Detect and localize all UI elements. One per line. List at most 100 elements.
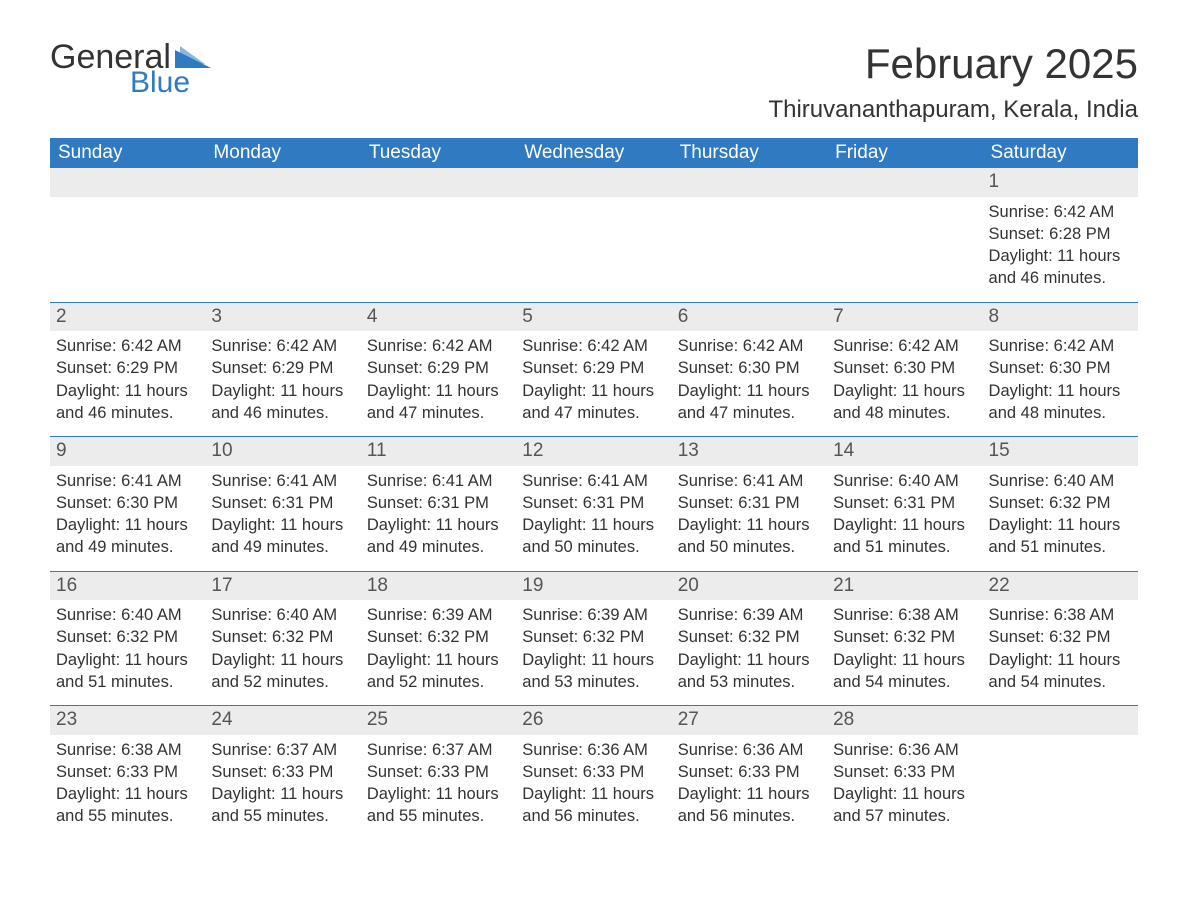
- sunset-text: Sunset: 6:31 PM: [367, 492, 510, 514]
- day-details: Sunrise: 6:40 AMSunset: 6:32 PMDaylight:…: [983, 466, 1138, 565]
- sunrise-text: Sunrise: 6:41 AM: [211, 470, 354, 492]
- calendar-cell: [672, 168, 827, 302]
- day-number: 16: [50, 572, 205, 601]
- day-number: 28: [827, 706, 982, 735]
- calendar-cell: 7Sunrise: 6:42 AMSunset: 6:30 PMDaylight…: [827, 303, 982, 437]
- day-number: [827, 168, 982, 197]
- day-details: Sunrise: 6:38 AMSunset: 6:32 PMDaylight:…: [827, 600, 982, 699]
- sunrise-text: Sunrise: 6:40 AM: [989, 470, 1132, 492]
- title-block: February 2025 Thiruvananthapuram, Kerala…: [768, 40, 1138, 124]
- sunrise-text: Sunrise: 6:42 AM: [522, 335, 665, 357]
- day-details: Sunrise: 6:36 AMSunset: 6:33 PMDaylight:…: [827, 735, 982, 834]
- sunrise-text: Sunrise: 6:42 AM: [989, 335, 1132, 357]
- sunset-text: Sunset: 6:32 PM: [989, 492, 1132, 514]
- day-number: 22: [983, 572, 1138, 601]
- daylight-text: Daylight: 11 hours and 47 minutes.: [367, 380, 510, 425]
- day-details: Sunrise: 6:42 AMSunset: 6:30 PMDaylight:…: [983, 331, 1138, 430]
- daylight-text: Daylight: 11 hours and 52 minutes.: [211, 649, 354, 694]
- sunset-text: Sunset: 6:29 PM: [522, 357, 665, 379]
- day-number: 6: [672, 303, 827, 332]
- daylight-text: Daylight: 11 hours and 51 minutes.: [989, 514, 1132, 559]
- day-details: Sunrise: 6:38 AMSunset: 6:32 PMDaylight:…: [983, 600, 1138, 699]
- calendar-week-row: 1Sunrise: 6:42 AMSunset: 6:28 PMDaylight…: [50, 168, 1138, 302]
- sunrise-text: Sunrise: 6:42 AM: [367, 335, 510, 357]
- sunset-text: Sunset: 6:29 PM: [211, 357, 354, 379]
- day-details: Sunrise: 6:39 AMSunset: 6:32 PMDaylight:…: [516, 600, 671, 699]
- day-number: 10: [205, 437, 360, 466]
- daylight-text: Daylight: 11 hours and 50 minutes.: [522, 514, 665, 559]
- day-number: [361, 168, 516, 197]
- calendar-cell: 28Sunrise: 6:36 AMSunset: 6:33 PMDayligh…: [827, 706, 982, 840]
- sunrise-text: Sunrise: 6:37 AM: [211, 739, 354, 761]
- sunrise-text: Sunrise: 6:36 AM: [522, 739, 665, 761]
- sunrise-text: Sunrise: 6:40 AM: [56, 604, 199, 626]
- calendar-cell: 2Sunrise: 6:42 AMSunset: 6:29 PMDaylight…: [50, 303, 205, 437]
- day-number: 21: [827, 572, 982, 601]
- daylight-text: Daylight: 11 hours and 51 minutes.: [833, 514, 976, 559]
- calendar-week-row: 9Sunrise: 6:41 AMSunset: 6:30 PMDaylight…: [50, 437, 1138, 571]
- daylight-text: Daylight: 11 hours and 55 minutes.: [367, 783, 510, 828]
- sunset-text: Sunset: 6:29 PM: [367, 357, 510, 379]
- sunrise-text: Sunrise: 6:40 AM: [211, 604, 354, 626]
- month-title: February 2025: [768, 40, 1138, 88]
- sunset-text: Sunset: 6:32 PM: [989, 626, 1132, 648]
- calendar-cell: 16Sunrise: 6:40 AMSunset: 6:32 PMDayligh…: [50, 572, 205, 706]
- day-details: Sunrise: 6:38 AMSunset: 6:33 PMDaylight:…: [50, 735, 205, 834]
- sunrise-text: Sunrise: 6:41 AM: [678, 470, 821, 492]
- daylight-text: Daylight: 11 hours and 53 minutes.: [522, 649, 665, 694]
- day-number: 17: [205, 572, 360, 601]
- day-details: Sunrise: 6:42 AMSunset: 6:30 PMDaylight:…: [672, 331, 827, 430]
- calendar-cell: [50, 168, 205, 302]
- sunrise-text: Sunrise: 6:36 AM: [833, 739, 976, 761]
- calendar-cell: 22Sunrise: 6:38 AMSunset: 6:32 PMDayligh…: [983, 572, 1138, 706]
- calendar-week-row: 2Sunrise: 6:42 AMSunset: 6:29 PMDaylight…: [50, 303, 1138, 437]
- daylight-text: Daylight: 11 hours and 50 minutes.: [678, 514, 821, 559]
- sunset-text: Sunset: 6:31 PM: [522, 492, 665, 514]
- day-details: Sunrise: 6:39 AMSunset: 6:32 PMDaylight:…: [672, 600, 827, 699]
- sunrise-text: Sunrise: 6:38 AM: [989, 604, 1132, 626]
- day-details: Sunrise: 6:41 AMSunset: 6:30 PMDaylight:…: [50, 466, 205, 565]
- day-number: 19: [516, 572, 671, 601]
- sunrise-text: Sunrise: 6:41 AM: [367, 470, 510, 492]
- day-details: Sunrise: 6:42 AMSunset: 6:29 PMDaylight:…: [50, 331, 205, 430]
- day-number: [50, 168, 205, 197]
- day-number: 9: [50, 437, 205, 466]
- day-header: Monday: [205, 138, 360, 168]
- calendar-cell: 23Sunrise: 6:38 AMSunset: 6:33 PMDayligh…: [50, 706, 205, 840]
- day-number: 8: [983, 303, 1138, 332]
- day-number: 4: [361, 303, 516, 332]
- calendar-cell: 24Sunrise: 6:37 AMSunset: 6:33 PMDayligh…: [205, 706, 360, 840]
- sunrise-text: Sunrise: 6:42 AM: [989, 201, 1132, 223]
- calendar-cell: 27Sunrise: 6:36 AMSunset: 6:33 PMDayligh…: [672, 706, 827, 840]
- sunrise-text: Sunrise: 6:39 AM: [522, 604, 665, 626]
- calendar-cell: 6Sunrise: 6:42 AMSunset: 6:30 PMDaylight…: [672, 303, 827, 437]
- day-details: Sunrise: 6:40 AMSunset: 6:32 PMDaylight:…: [50, 600, 205, 699]
- daylight-text: Daylight: 11 hours and 48 minutes.: [989, 380, 1132, 425]
- day-details: Sunrise: 6:40 AMSunset: 6:32 PMDaylight:…: [205, 600, 360, 699]
- sunrise-text: Sunrise: 6:39 AM: [367, 604, 510, 626]
- calendar-cell: 17Sunrise: 6:40 AMSunset: 6:32 PMDayligh…: [205, 572, 360, 706]
- calendar-cell: 10Sunrise: 6:41 AMSunset: 6:31 PMDayligh…: [205, 437, 360, 571]
- day-details: Sunrise: 6:42 AMSunset: 6:28 PMDaylight:…: [983, 197, 1138, 296]
- sunrise-text: Sunrise: 6:37 AM: [367, 739, 510, 761]
- day-number: 14: [827, 437, 982, 466]
- day-details: Sunrise: 6:41 AMSunset: 6:31 PMDaylight:…: [672, 466, 827, 565]
- day-details: Sunrise: 6:36 AMSunset: 6:33 PMDaylight:…: [672, 735, 827, 834]
- day-header: Saturday: [983, 138, 1138, 168]
- page-header: General Blue February 2025 Thiruvanantha…: [50, 40, 1138, 124]
- location-subtitle: Thiruvananthapuram, Kerala, India: [768, 96, 1138, 124]
- daylight-text: Daylight: 11 hours and 46 minutes.: [211, 380, 354, 425]
- day-number: [672, 168, 827, 197]
- day-details: Sunrise: 6:41 AMSunset: 6:31 PMDaylight:…: [361, 466, 516, 565]
- sunset-text: Sunset: 6:33 PM: [522, 761, 665, 783]
- day-number: 11: [361, 437, 516, 466]
- day-number: 20: [672, 572, 827, 601]
- calendar-cell: [983, 706, 1138, 840]
- calendar-cell: 14Sunrise: 6:40 AMSunset: 6:31 PMDayligh…: [827, 437, 982, 571]
- daylight-text: Daylight: 11 hours and 55 minutes.: [211, 783, 354, 828]
- day-details: Sunrise: 6:42 AMSunset: 6:29 PMDaylight:…: [361, 331, 516, 430]
- sunset-text: Sunset: 6:32 PM: [678, 626, 821, 648]
- calendar-cell: 9Sunrise: 6:41 AMSunset: 6:30 PMDaylight…: [50, 437, 205, 571]
- day-number: 7: [827, 303, 982, 332]
- day-details: Sunrise: 6:36 AMSunset: 6:33 PMDaylight:…: [516, 735, 671, 834]
